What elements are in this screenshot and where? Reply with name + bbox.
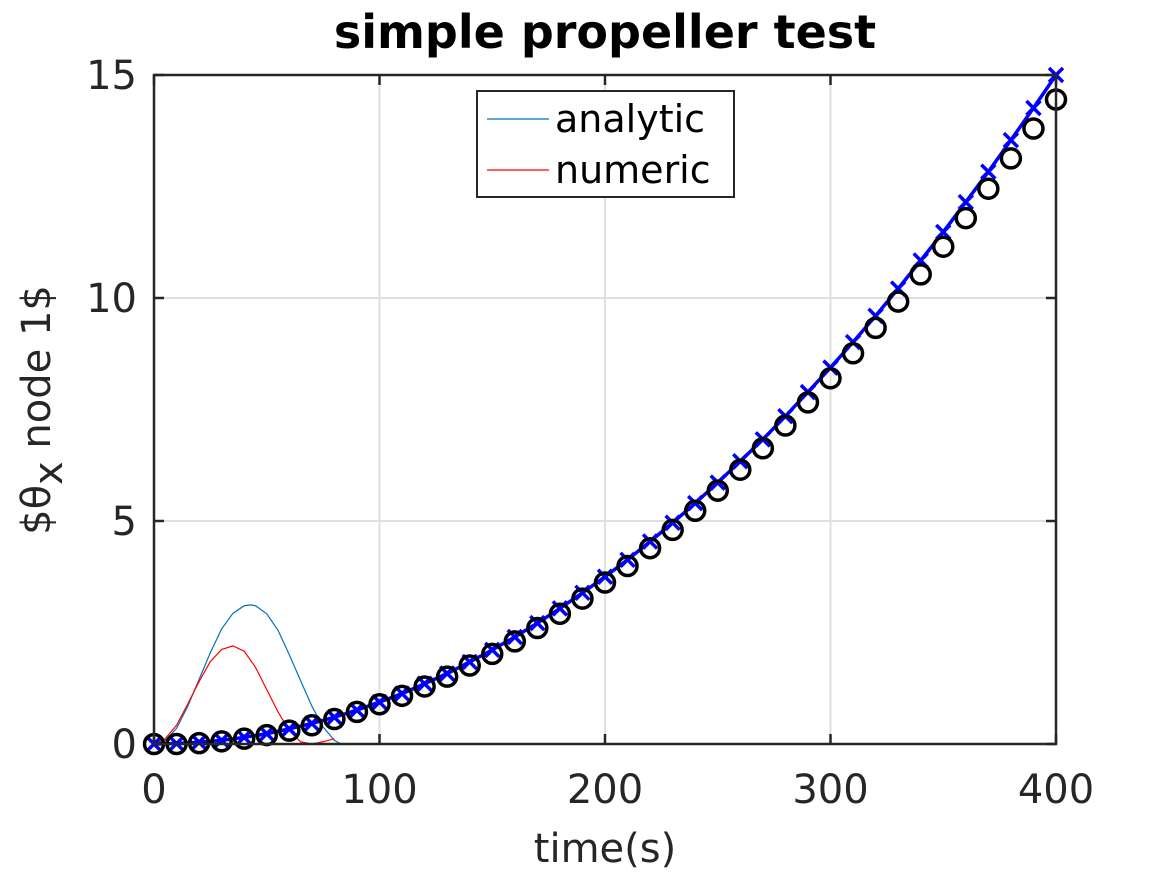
circle-marker-30 [819, 367, 842, 390]
circle-marker-26 [729, 458, 752, 481]
circle-marker-15 [481, 642, 504, 666]
cross-marker-37 [980, 163, 997, 181]
cross-marker-5 [258, 725, 275, 742]
circle-marker-20 [593, 571, 617, 594]
y-axis-label-sub: x [26, 461, 72, 485]
legend-box [476, 90, 735, 198]
cross-marker-24 [686, 494, 704, 512]
circle-marker-22 [638, 536, 662, 560]
y-tick-label-0: 0 [112, 722, 137, 768]
y-tick-label-1: 5 [112, 499, 137, 545]
circle-marker-34 [909, 263, 932, 286]
cross-marker-36 [957, 193, 975, 211]
legend-label-numeric: numeric [555, 148, 711, 192]
x-tick-label-2: 200 [567, 767, 643, 813]
circle-marker-12 [413, 675, 436, 698]
circle-marker-13 [435, 665, 459, 688]
circle-marker-16 [503, 630, 527, 653]
x-tick-label-0: 0 [141, 767, 166, 813]
circle-marker-28 [774, 414, 797, 437]
circle-marker-36 [954, 206, 978, 230]
circle-marker-10 [368, 693, 391, 716]
circle-marker-24 [683, 499, 707, 522]
circle-marker-38 [999, 147, 1023, 170]
circle-marker-23 [661, 518, 684, 542]
circle-marker-33 [886, 290, 910, 313]
circle-marker-4 [232, 727, 256, 750]
y-axis-label-rest: node 1$ [14, 285, 60, 461]
circle-marker-39 [1022, 117, 1045, 140]
axes [152, 73, 1058, 746]
circle-marker-18 [548, 602, 572, 626]
circle-marker-25 [706, 479, 729, 502]
cross-marker-23 [664, 514, 681, 532]
chart-title: simple propeller test [334, 5, 876, 59]
circle-marker-27 [751, 437, 775, 460]
legend: analytic numeric [476, 90, 735, 198]
circle-marker-19 [571, 587, 594, 610]
circle-marker-3 [210, 730, 233, 753]
cross-marker-4 [235, 729, 253, 746]
circle-marker-17 [526, 616, 549, 640]
cross-marker-22 [641, 533, 659, 550]
circle-marker-9 [345, 700, 369, 724]
y-axis-label-main: $θ [14, 485, 60, 535]
circle-marker-8 [323, 707, 346, 731]
cross-marker-39 [1025, 99, 1042, 117]
cross-marker-19 [574, 584, 591, 602]
cross-marker-21 [619, 551, 636, 569]
circle-marker-7 [300, 714, 324, 737]
series-line-numeric [153, 645, 335, 745]
x-tick-label-4: 400 [1018, 767, 1094, 813]
circle-marker-21 [616, 554, 639, 578]
circle-marker-35 [932, 235, 955, 258]
x-axis-label: time(s) [534, 826, 676, 872]
tick-labels: 0 100 200 300 400 0 5 10 15 [86, 53, 1094, 813]
x-tick-label-1: 100 [341, 767, 417, 813]
y-axis-label: $θx node 1$ [14, 285, 72, 535]
series-line-analytic [153, 604, 342, 745]
x-tick-label-3: 300 [792, 767, 868, 813]
legend-label-analytic: analytic [555, 97, 705, 141]
circle-marker-29 [796, 391, 820, 414]
cross-marker-2 [190, 733, 208, 751]
circle-marker-11 [390, 684, 414, 708]
circle-marker-32 [864, 316, 887, 340]
circle-marker-14 [458, 654, 481, 677]
y-tick-label-3: 15 [86, 53, 137, 99]
circle-marker-31 [841, 342, 865, 365]
cross-marker-20 [596, 568, 614, 585]
circle-marker-37 [977, 177, 1000, 200]
cross-marker-38 [1002, 131, 1020, 149]
circle-marker-6 [278, 719, 301, 742]
y-tick-label-2: 10 [86, 276, 137, 322]
